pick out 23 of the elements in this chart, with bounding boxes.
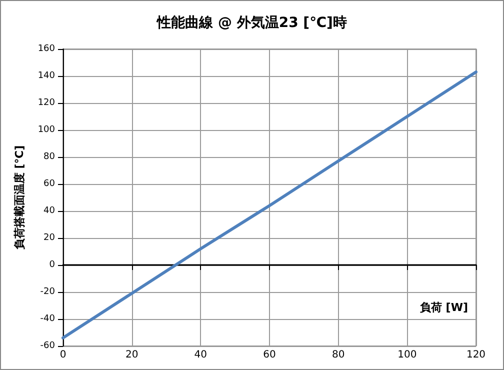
x-tick-label: 0 [60, 350, 66, 360]
y-tick-label: 80 [44, 152, 56, 162]
y-tick-label: -60 [40, 341, 56, 351]
x-tick-label: 80 [332, 350, 345, 360]
x-tick-label: 100 [398, 350, 417, 360]
chart-title: 性能曲線 @ 外気温23 [℃]時 [156, 15, 347, 31]
y-tick-label: 20 [44, 233, 56, 243]
y-tick-label: 140 [38, 71, 56, 81]
x-axis-title: 負荷 [W] [418, 301, 468, 314]
y-tick-label: 60 [44, 179, 56, 189]
y-tick-label: 40 [44, 206, 56, 216]
y-tick-label: 120 [38, 98, 56, 108]
x-tick-label: 20 [125, 350, 138, 360]
y-tick-label: 0 [49, 260, 56, 270]
y-tick-label: 160 [38, 44, 56, 54]
x-tick-label: 120 [466, 350, 486, 360]
x-tick-label: 60 [263, 350, 276, 360]
y-tick-label: 100 [38, 125, 56, 135]
y-axis-title: 負荷搭載面温度 [℃] [13, 145, 26, 251]
y-tick-label: -40 [40, 314, 56, 324]
y-tick-label: -20 [40, 287, 56, 297]
line-series [62, 70, 478, 340]
x-tick-label: 40 [194, 350, 208, 360]
